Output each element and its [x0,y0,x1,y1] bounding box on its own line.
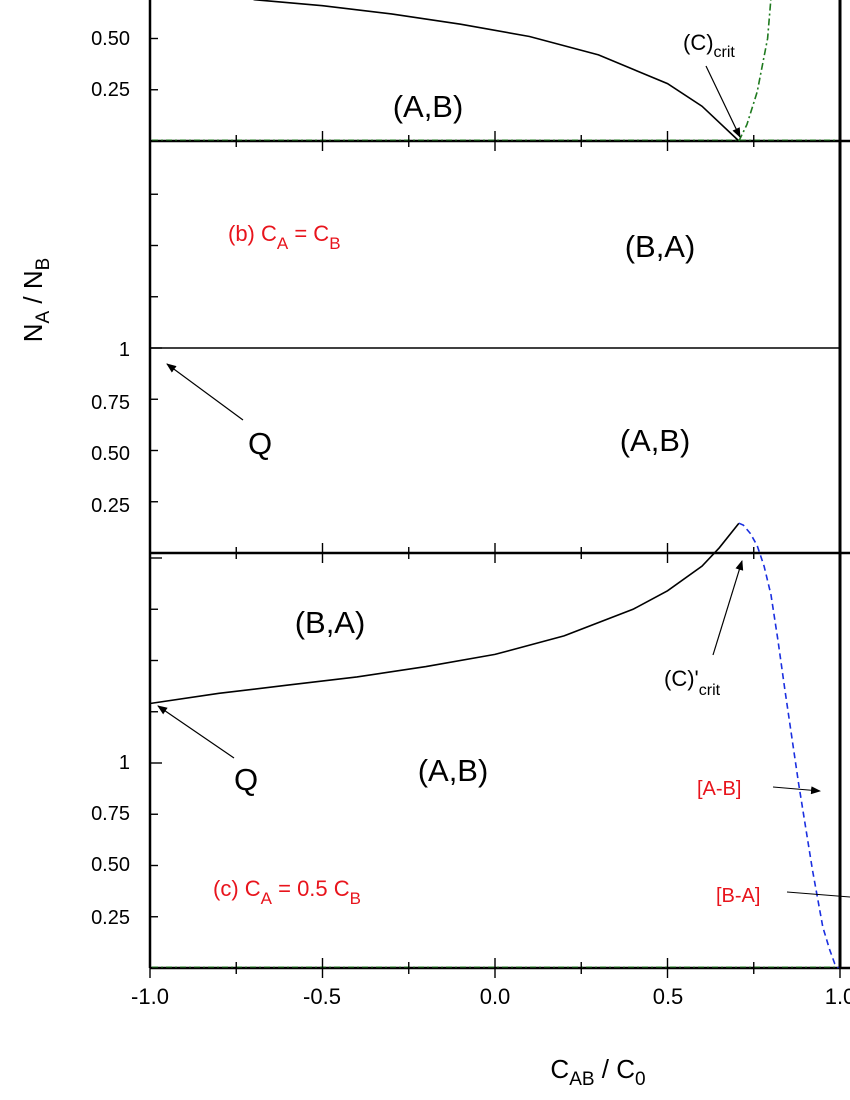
critical-point-arrow-a [705,65,741,138]
data-curves [149,0,840,969]
y-tick-label: 0.50 [91,28,130,50]
y-tick-label: 0.25 [91,495,130,517]
x-tick-label: 0.5 [653,984,684,1009]
panel-c-condition-label: (c) CA = 0.5 CB [213,876,361,908]
panel-a-solid-black-curve [253,0,740,142]
axis-ticks [149,37,841,978]
transition-arrow-a-b [772,786,821,795]
point-q-arrow-c [157,705,235,759]
transition-label-b-a: [B-A] [716,885,760,907]
y-tick-label: 1 [119,752,130,774]
x-tick-label: -1.0 [131,984,169,1009]
transition-label-a-b: [A-B] [697,778,741,800]
y-axis-title: NA / NB [18,258,54,343]
panel-b-condition-label: (b) CA = CB [228,221,341,253]
critical-point-label-a: (C)crit [683,30,735,61]
region-label-ab-a: (A,B) [393,89,464,124]
region-label-ab-b: (A,B) [620,423,691,458]
y-tick-label: 0.25 [91,907,130,929]
panel-a-dashdot-green-curve [738,0,772,142]
y-tick-label: 0.25 [91,79,130,101]
region-label-ba-c: (B,A) [295,605,366,640]
x-tick-label: -0.5 [303,984,341,1009]
point-q-label-b: Q [248,426,272,461]
y-tick-label: 0.75 [91,803,130,825]
y-tick-label: 0.75 [91,392,130,414]
panel-c-solid-black-curve [149,522,740,705]
x-tick-label: 0.0 [480,984,511,1009]
y-tick-label: 0.50 [91,443,130,465]
critical-point-arrow-c [712,560,744,656]
y-tick-label: 1 [119,339,130,361]
panel-c-dashed-blue-curve [738,522,839,969]
region-label-ab-c: (A,B) [418,753,489,788]
y-tick-label: 0.50 [91,854,130,876]
transition-line-b-a [786,891,850,898]
x-tick-label: 1.0 [825,984,850,1009]
critical-point-label-c: (C)'crit [664,666,721,699]
point-q-arrow-b [166,363,244,421]
point-q-label-c: Q [234,762,258,797]
x-axis-title: CAB / C0 [550,1054,645,1090]
region-label-ba-b: (B,A) [625,229,696,264]
